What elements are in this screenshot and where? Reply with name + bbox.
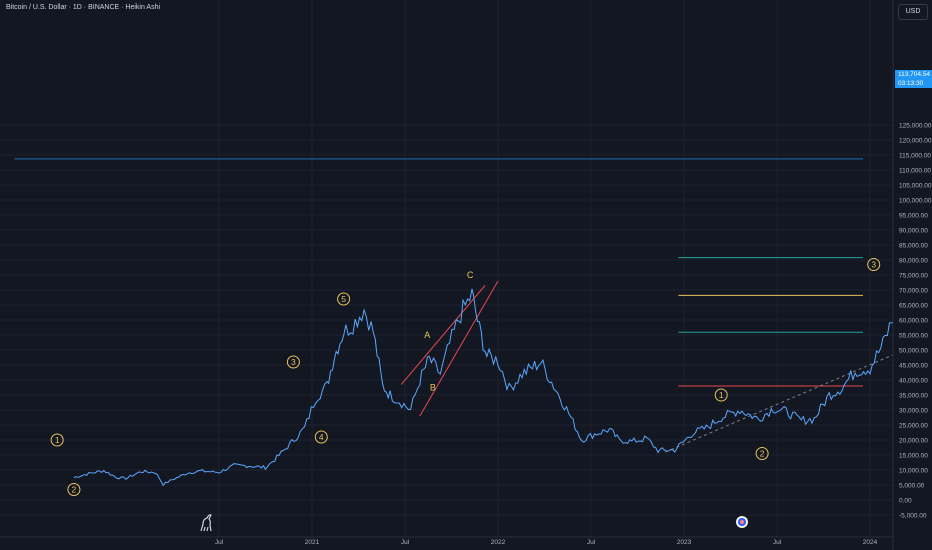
x-tick-label: 2022 [491,539,506,546]
y-tick-label: 40,000.00 [899,378,928,385]
wave-label-B: B [430,383,436,393]
wave-label-circle [314,430,328,444]
wave-label-text: 3 [291,357,296,367]
bar-countdown: 03:13:30 [898,80,924,87]
btc-price-line [73,278,932,487]
tradingview-dino-icon[interactable] [198,512,216,532]
y-tick-label: 35,000.00 [899,393,928,400]
x-tick-label: Jul [587,539,596,546]
y-tick-label: 115,000.00 [899,153,931,160]
wave-label-1: 1 [714,388,728,402]
price-series [73,278,932,487]
wave-label-circle [67,483,81,496]
y-tick-label: 80,000.00 [899,258,928,265]
horizontal-levels [14,158,863,387]
wave-label-text: 1 [719,390,724,400]
y-tick-label: -5,000.00 [899,513,927,520]
channel-line [400,285,486,385]
wave-label-circle [50,433,64,447]
dashed-trend-line [665,337,932,453]
x-tick-label: 2023 [677,539,692,546]
x-axis[interactable]: Jul2021Jul2022Jul2023Jul2024Jul2025Jul20… [0,536,932,546]
x-tick-label: 2021 [305,539,320,546]
y-tick-label: 5,000.00 [899,483,925,490]
y-tick-label: 60,000.00 [899,318,928,325]
y-tick-label: 110,000.00 [899,168,931,175]
wave-label-2: 2 [755,447,769,460]
y-tick-label: 45,000.00 [899,363,928,370]
currency-button[interactable]: USD [898,4,928,20]
wave-label-text: 2 [72,485,77,495]
wave-label-circle [867,258,881,271]
y-tick-label: 70,000.00 [899,288,928,295]
wave-label-circle [286,355,300,369]
y-tick-label: 20,000.00 [899,438,928,445]
symbol-title: Bitcoin / U.S. Dollar · 1D · BINANCE · H… [6,4,161,11]
event-flag-icon[interactable] [736,516,748,528]
wave-label-text: B [430,383,436,393]
y-tick-label: 10,000.00 [899,468,928,475]
wave-label-text: A [424,330,430,340]
x-tick-label: Jul [215,539,224,546]
wave-labels: 12345ABC12345ABACBC [50,258,881,496]
wave-label-text: 1 [55,435,60,445]
y-axis[interactable]: 125,000.00 120,000.00 115,000.00 110,000.00… [892,0,932,550]
y-tick-label: 125,000.00 [899,123,932,130]
wave-label-4: 4 [314,430,328,444]
y-tick-label: 75,000.00 [899,273,928,280]
x-tick-label: Jul [773,539,782,546]
y-tick-label: 25,000.00 [899,423,928,430]
wave-label-5: 5 [337,292,351,306]
wave-label-circle [714,388,728,402]
wave-label-C: C [467,270,474,280]
channel-line [419,280,499,417]
y-tick-label: 90,000.00 [899,228,928,235]
y-tick-label: 65,000.00 [899,303,928,310]
wave-label-2: 2 [67,483,81,496]
wave-label-text: C [467,270,474,280]
trend-lines [665,337,932,453]
y-tick-label: 0.00 [899,498,912,505]
y-tick-label: 105,000.00 [899,183,932,190]
last-price: 113,704.54 [898,71,931,78]
wave-label-3: 3 [867,258,881,271]
y-tick-label: 55,000.00 [899,333,928,340]
y-tick-label: 15,000.00 [899,453,928,460]
last-price-tag: 113,704.54 03:13:30 [895,70,932,88]
chart-grid [0,0,893,537]
wave-label-A: A [424,330,430,340]
wave-label-text: 3 [871,260,876,270]
x-tick-label: 2024 [863,539,878,546]
wave-label-text: 5 [341,294,346,304]
y-tick-label: 100,000.00 [899,198,932,205]
y-tick-label: 120,000.00 [899,138,932,145]
x-tick-label: Jul [401,539,410,546]
price-channels [400,280,499,417]
y-axis-panel [893,0,932,550]
y-tick-label: 85,000.00 [899,243,928,250]
wave-label-circle [755,447,769,460]
wave-label-circle [337,292,351,306]
y-tick-label: 50,000.00 [899,348,928,355]
y-tick-label: 95,000.00 [899,213,928,220]
y-tick-label: 30,000.00 [899,408,928,415]
wave-label-3: 3 [286,355,300,369]
wave-label-1: 1 [50,433,64,447]
wave-label-text: 4 [319,432,324,442]
wave-label-text: 2 [760,449,765,459]
